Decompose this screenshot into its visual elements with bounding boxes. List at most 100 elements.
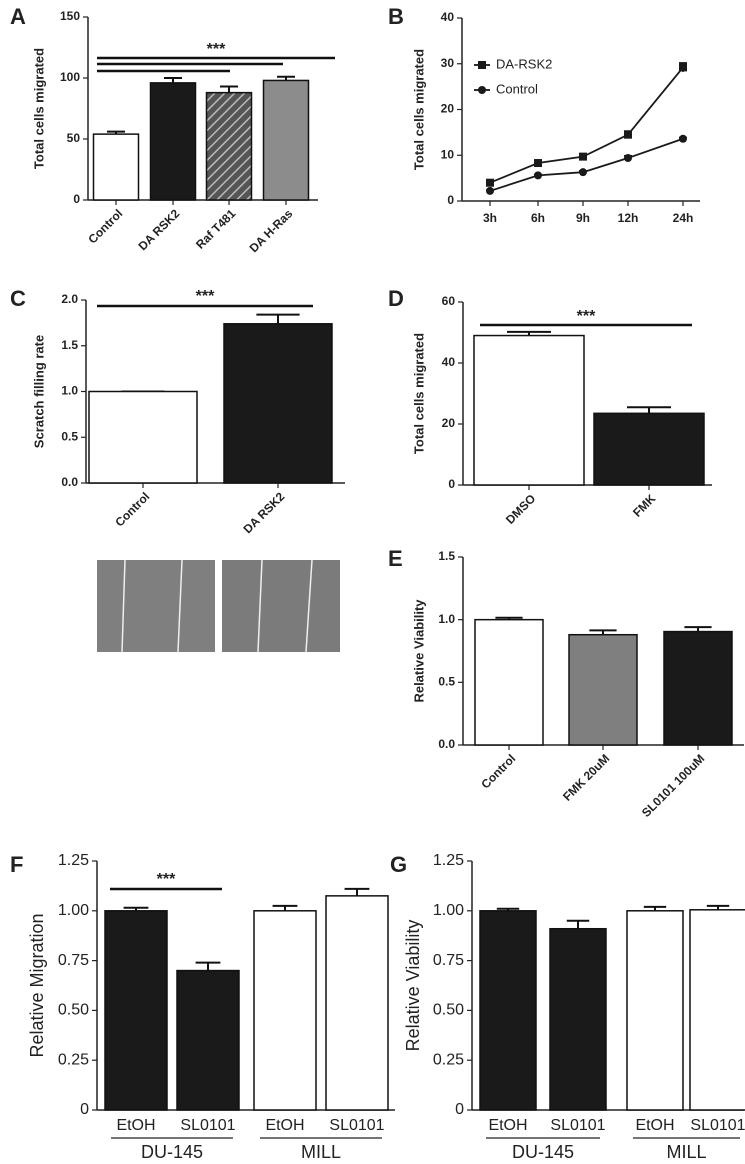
panel: E Relative Viability 0.0 0.5 1.0 1.5 Control FM… [388, 546, 744, 820]
bar [663, 630, 733, 746]
x-tick-label: Raf T481 [193, 206, 239, 252]
bar [474, 618, 544, 746]
x-tick-label: SL0101 [550, 1117, 605, 1134]
legend-marker [478, 86, 486, 94]
bar [262, 79, 310, 201]
bar [568, 633, 638, 746]
y-tick-label: 0.50 [58, 1002, 89, 1019]
panel-label: B [388, 4, 404, 29]
y-axis-label: Relative Migration [27, 913, 47, 1057]
panel-label: D [388, 286, 404, 311]
group-label: MILL [666, 1142, 706, 1162]
micrograph [97, 559, 340, 653]
point [679, 63, 687, 72]
significance-label: *** [577, 308, 596, 325]
y-tick-label: 0 [455, 1101, 464, 1118]
y-tick-label: 1.0 [438, 612, 455, 626]
series-line [489, 137, 684, 192]
y-tick-label: 1.5 [438, 549, 455, 563]
significance-label: *** [207, 41, 226, 58]
y-tick-label: 20 [442, 416, 456, 430]
bar [325, 895, 389, 1111]
y-tick-label: 0 [447, 193, 454, 207]
x-tick-label: 12h [618, 211, 639, 225]
x-tick-label: 9h [576, 211, 590, 225]
x-tick-label: 3h [483, 211, 497, 225]
group-label: DU-145 [141, 1142, 203, 1162]
point [534, 159, 542, 168]
x-tick-label: SL0101 [329, 1117, 384, 1134]
y-tick-label: 0.5 [438, 675, 455, 689]
significance-label: *** [157, 871, 176, 888]
y-tick-label: 2.0 [61, 292, 78, 306]
bar [92, 133, 140, 201]
y-axis-label: Relative Viability [411, 599, 426, 703]
y-axis-label: Total cells migrated [31, 48, 46, 169]
y-tick-label: 0.5 [61, 429, 78, 443]
x-tick-label: DA H-Ras [247, 206, 296, 255]
legend-label: Control [496, 81, 538, 96]
bar [104, 910, 168, 1111]
y-tick-label: 40 [441, 10, 455, 24]
legend-label: DA-RSK2 [496, 56, 552, 71]
y-tick-label: 100 [60, 70, 80, 84]
panel: A Total cells migrated 0 50 100 150 Control DA … [10, 4, 335, 255]
point [624, 130, 632, 139]
x-tick-label: EtOH [116, 1117, 155, 1134]
x-tick-label: EtOH [635, 1117, 674, 1134]
bar [549, 927, 607, 1111]
x-tick-label: FMK 20uM [560, 751, 612, 803]
group-label: DU-145 [512, 1142, 574, 1162]
y-tick-label: 30 [441, 56, 455, 70]
bar [253, 910, 317, 1111]
panel-label: A [10, 4, 26, 29]
y-tick-label: 1.0 [61, 384, 78, 398]
y-axis-label: Total cells migrated [411, 49, 426, 170]
group-label: MILL [301, 1142, 341, 1162]
x-tick-label: EtOH [488, 1117, 527, 1134]
y-tick-label: 1.5 [61, 338, 78, 352]
point [579, 152, 587, 161]
y-tick-label: 1.25 [433, 852, 464, 869]
y-tick-label: 0.75 [433, 952, 464, 969]
y-tick-label: 60 [442, 294, 456, 308]
y-tick-label: 1.25 [58, 852, 89, 869]
y-tick-label: 1.00 [58, 902, 89, 919]
y-tick-label: 10 [441, 147, 455, 161]
x-tick-label: Control [478, 751, 518, 791]
x-tick-label: SL0101 [180, 1117, 235, 1134]
bar [88, 390, 198, 484]
y-tick-label: 0.75 [58, 952, 89, 969]
y-tick-label: 0.0 [61, 475, 78, 489]
panel-label: E [388, 546, 403, 571]
point [624, 153, 632, 162]
bar [479, 910, 537, 1111]
bar [205, 91, 253, 201]
y-tick-label: 150 [60, 9, 80, 23]
x-tick-label: SL0101 [690, 1117, 745, 1134]
y-tick-label: 0.50 [433, 1002, 464, 1019]
y-axis-label: Scratch filling rate [31, 335, 46, 448]
x-tick-label: 6h [531, 211, 545, 225]
point [534, 171, 542, 180]
panel: C Scratch filling rate 0.0 0.5 1.0 1.5 2.0 Cont… [10, 286, 345, 536]
bar [593, 412, 705, 486]
y-tick-label: 0 [73, 192, 80, 206]
x-tick-label: EtOH [265, 1117, 304, 1134]
x-tick-label: Control [85, 206, 125, 246]
y-tick-label: 0.25 [433, 1051, 464, 1068]
y-tick-label: 50 [67, 131, 81, 145]
bar [689, 909, 745, 1111]
panel-label: C [10, 286, 26, 311]
y-axis-label: Total cells migrated [411, 333, 426, 454]
legend-marker [478, 61, 486, 69]
y-tick-label: 0.0 [438, 737, 455, 751]
x-tick-label: FMK [630, 491, 659, 520]
y-tick-label: 0 [80, 1101, 89, 1118]
point [579, 168, 587, 177]
y-tick-label: 40 [442, 355, 456, 369]
x-tick-label: SL0101 100uM [639, 751, 707, 819]
y-axis-label: Relative Viability [403, 920, 423, 1052]
panel: F Relative Migration 0 0.25 0.50 0.75 1.00 1.25… [10, 852, 395, 1162]
